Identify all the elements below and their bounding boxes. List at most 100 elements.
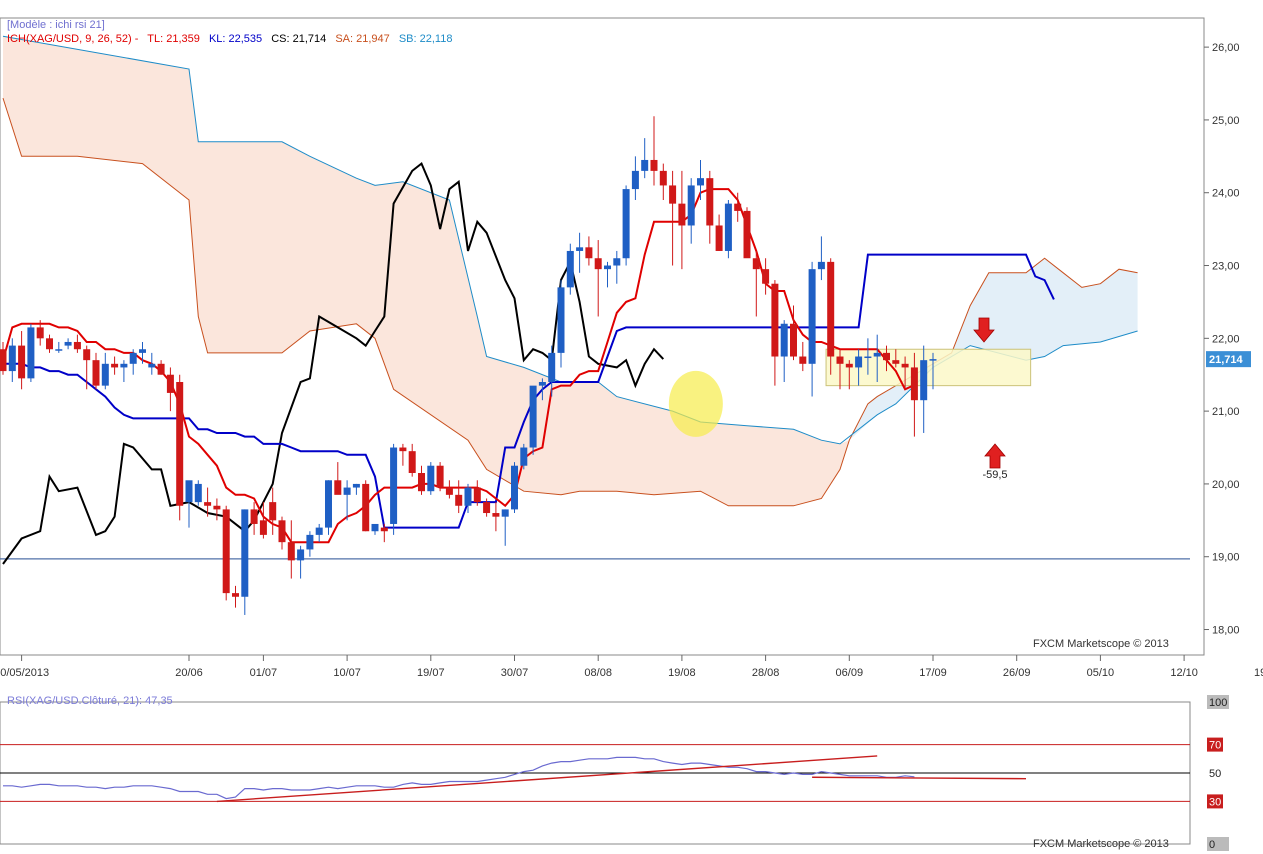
candle — [799, 341, 807, 372]
candle-body — [557, 287, 565, 353]
candle-body — [873, 352, 881, 357]
candle — [669, 170, 677, 266]
x-tick-label: 20/06 — [175, 667, 203, 679]
candle-body — [213, 505, 221, 510]
candle-body — [771, 283, 779, 357]
candle — [771, 280, 779, 386]
candle-body — [222, 509, 230, 594]
y-tick-label: 24,00 — [1212, 188, 1240, 200]
candle-body — [8, 345, 16, 372]
copyright-main: FXCM Marketscope © 2013 — [1033, 638, 1169, 650]
candle-body — [232, 593, 239, 597]
candle-body — [883, 352, 890, 361]
candle — [883, 345, 890, 372]
candle-body — [166, 374, 174, 393]
candle — [139, 341, 146, 364]
price-chart[interactable]: 30/05/2013 20/06 01/07 10/07 19/07 30/07 08/08… — [0, 0, 1263, 692]
candle-body — [548, 352, 556, 382]
candle-body — [594, 258, 602, 270]
candle — [483, 498, 491, 517]
x-tick-label: 19/08 — [668, 667, 696, 679]
candle-body — [492, 513, 500, 517]
rsi-chart[interactable]: 0 30 50 70 100 — [0, 692, 1263, 854]
candle — [790, 305, 797, 361]
candle-body — [334, 480, 342, 495]
highlight-circle — [668, 370, 723, 437]
candle — [511, 462, 518, 514]
candle-body — [613, 258, 621, 266]
rsi-level-badge — [1207, 837, 1229, 851]
candle — [92, 352, 100, 390]
candle-body — [576, 247, 584, 251]
candle — [715, 214, 723, 251]
last-price-box — [1206, 351, 1251, 368]
candle-body — [659, 170, 667, 186]
candle-body — [297, 549, 305, 561]
candle — [873, 334, 881, 382]
candle-body — [390, 447, 398, 524]
candle-body — [845, 363, 853, 368]
candle — [641, 138, 649, 179]
candle — [166, 367, 174, 412]
candle-body — [129, 352, 137, 364]
candle — [8, 338, 16, 382]
x-tick-label: 28/08 — [752, 667, 780, 679]
candle-body — [241, 509, 249, 597]
candle-body — [817, 261, 825, 270]
legend-sa: SA: 21,947 — [335, 33, 390, 45]
candle-body — [46, 338, 53, 350]
candle — [55, 341, 63, 353]
candle — [762, 258, 770, 295]
candle — [185, 480, 193, 528]
candle-body — [622, 189, 630, 259]
rsi-trendline — [216, 755, 878, 803]
candle — [194, 480, 202, 506]
candle — [631, 156, 639, 200]
x-tick-label: 17/09 — [919, 667, 947, 679]
candle-body — [287, 542, 295, 561]
candle — [724, 200, 732, 259]
candle — [306, 531, 314, 557]
x-tick-label: 12/10 — [1170, 667, 1198, 679]
candle — [594, 240, 602, 317]
candle — [892, 349, 900, 368]
x-tick-label: 10/07 — [333, 667, 361, 679]
candle — [343, 480, 351, 521]
candle — [36, 320, 44, 346]
candle-body — [464, 487, 472, 506]
candle-body — [799, 356, 807, 364]
candle — [827, 258, 835, 375]
x-tick-label: 26/09 — [1003, 667, 1031, 679]
candle — [129, 349, 137, 375]
candle — [315, 523, 323, 543]
y-tick-label: 26,00 — [1212, 42, 1240, 54]
candle-body — [194, 483, 202, 503]
y-tick-label: 21,00 — [1212, 406, 1240, 418]
candle-body — [473, 487, 481, 503]
candle — [111, 356, 119, 375]
bearish-cloud — [3, 36, 850, 506]
candle-body — [631, 170, 639, 190]
candle-body — [790, 323, 797, 357]
candle — [278, 516, 286, 550]
candle-body — [148, 363, 156, 368]
candle-body — [538, 382, 546, 386]
candle-body — [259, 520, 267, 535]
candle — [659, 163, 667, 200]
candle — [697, 159, 704, 200]
candle — [836, 349, 844, 390]
candle-body — [678, 203, 686, 226]
rsi-y-label: 30 — [1209, 796, 1221, 808]
candle — [418, 465, 425, 495]
candle — [855, 349, 863, 386]
candle — [362, 480, 370, 532]
candle — [241, 509, 249, 615]
candle-body — [724, 203, 732, 251]
candle — [73, 334, 81, 353]
copyright-rsi: FXCM Marketscope © 2013 — [1033, 838, 1169, 850]
candle-body — [511, 465, 518, 510]
candle — [250, 502, 258, 535]
x-tick-label: 30/05/2013 — [0, 667, 49, 679]
candle-body — [455, 494, 463, 506]
candle-body — [762, 269, 770, 284]
